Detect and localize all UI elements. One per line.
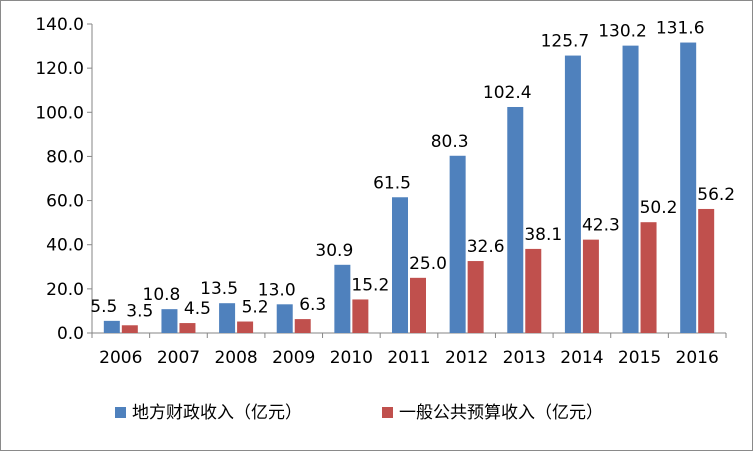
data-label: 10.8 bbox=[143, 285, 181, 305]
x-tick-label: 2009 bbox=[272, 348, 315, 368]
bar-local-revenue bbox=[564, 55, 581, 334]
y-tick-label: 40.0 bbox=[46, 236, 84, 256]
bar-local-revenue bbox=[622, 45, 639, 333]
x-tick-label: 2006 bbox=[99, 348, 142, 368]
data-label: 42.3 bbox=[582, 216, 620, 236]
data-label: 3.5 bbox=[126, 301, 153, 321]
data-label: 30.9 bbox=[315, 241, 353, 261]
y-tick-label: 20.0 bbox=[46, 280, 84, 300]
bar-local-revenue bbox=[507, 106, 524, 333]
bar-public-budget bbox=[525, 248, 542, 333]
y-tick-label: 60.0 bbox=[46, 192, 84, 212]
data-label: 13.0 bbox=[258, 280, 296, 300]
bar-public-budget bbox=[179, 323, 196, 333]
x-tick-label: 2008 bbox=[214, 348, 257, 368]
y-tick-label: 120.0 bbox=[35, 59, 84, 79]
bar-public-budget bbox=[352, 299, 369, 333]
x-tick-label: 2010 bbox=[330, 348, 373, 368]
x-tick-label: 2007 bbox=[157, 348, 200, 368]
legend-entry: 地方财政收入（亿元） bbox=[132, 403, 302, 423]
bar-local-revenue bbox=[680, 42, 697, 333]
bar-local-revenue bbox=[449, 155, 466, 333]
legend-entry: 一般公共预算收入（亿元） bbox=[399, 403, 603, 423]
bar-local-revenue bbox=[219, 303, 236, 333]
bar-public-budget bbox=[294, 319, 311, 333]
legend-swatch bbox=[382, 407, 393, 418]
data-label: 131.6 bbox=[656, 19, 705, 39]
y-tick-label: 80.0 bbox=[46, 147, 84, 167]
bar-public-budget bbox=[410, 277, 426, 333]
bar-public-budget bbox=[698, 208, 715, 333]
y-tick-label: 100.0 bbox=[35, 103, 84, 123]
bar-local-revenue bbox=[161, 309, 178, 333]
bar-public-budget bbox=[121, 325, 138, 333]
x-tick-label: 2013 bbox=[503, 348, 546, 368]
data-label: 13.5 bbox=[200, 279, 238, 299]
bar-local-revenue bbox=[334, 264, 351, 333]
bar-public-budget bbox=[237, 321, 254, 333]
bar-public-budget bbox=[582, 239, 599, 333]
x-tick-label: 2011 bbox=[387, 348, 430, 368]
legend-swatch bbox=[115, 407, 126, 418]
bar-public-budget bbox=[467, 261, 484, 333]
bar-local-revenue bbox=[103, 320, 120, 333]
data-label: 32.6 bbox=[467, 237, 505, 257]
x-tick-label: 2012 bbox=[445, 348, 488, 368]
y-tick-label: 140.0 bbox=[35, 15, 84, 35]
x-tick-label: 2014 bbox=[560, 348, 603, 368]
data-label: 5.5 bbox=[90, 297, 117, 317]
y-tick-label: 0.0 bbox=[57, 324, 84, 344]
bar-local-revenue bbox=[392, 197, 408, 333]
x-tick-label: 2016 bbox=[676, 348, 719, 368]
bar-local-revenue bbox=[276, 304, 293, 333]
data-label: 4.5 bbox=[184, 299, 211, 319]
data-label: 130.2 bbox=[598, 22, 647, 42]
data-label: 102.4 bbox=[483, 83, 532, 103]
data-label: 80.3 bbox=[431, 132, 469, 152]
data-label: 125.7 bbox=[541, 32, 590, 52]
data-label: 61.5 bbox=[373, 173, 411, 193]
data-label: 50.2 bbox=[640, 198, 678, 218]
data-label: 25.0 bbox=[409, 254, 447, 274]
x-tick-label: 2015 bbox=[618, 348, 661, 368]
bar-public-budget bbox=[640, 222, 657, 333]
data-label: 5.2 bbox=[242, 298, 269, 318]
data-label: 6.3 bbox=[299, 295, 326, 315]
data-label: 15.2 bbox=[351, 275, 389, 295]
data-label: 38.1 bbox=[524, 225, 562, 245]
data-label: 56.2 bbox=[697, 185, 735, 205]
